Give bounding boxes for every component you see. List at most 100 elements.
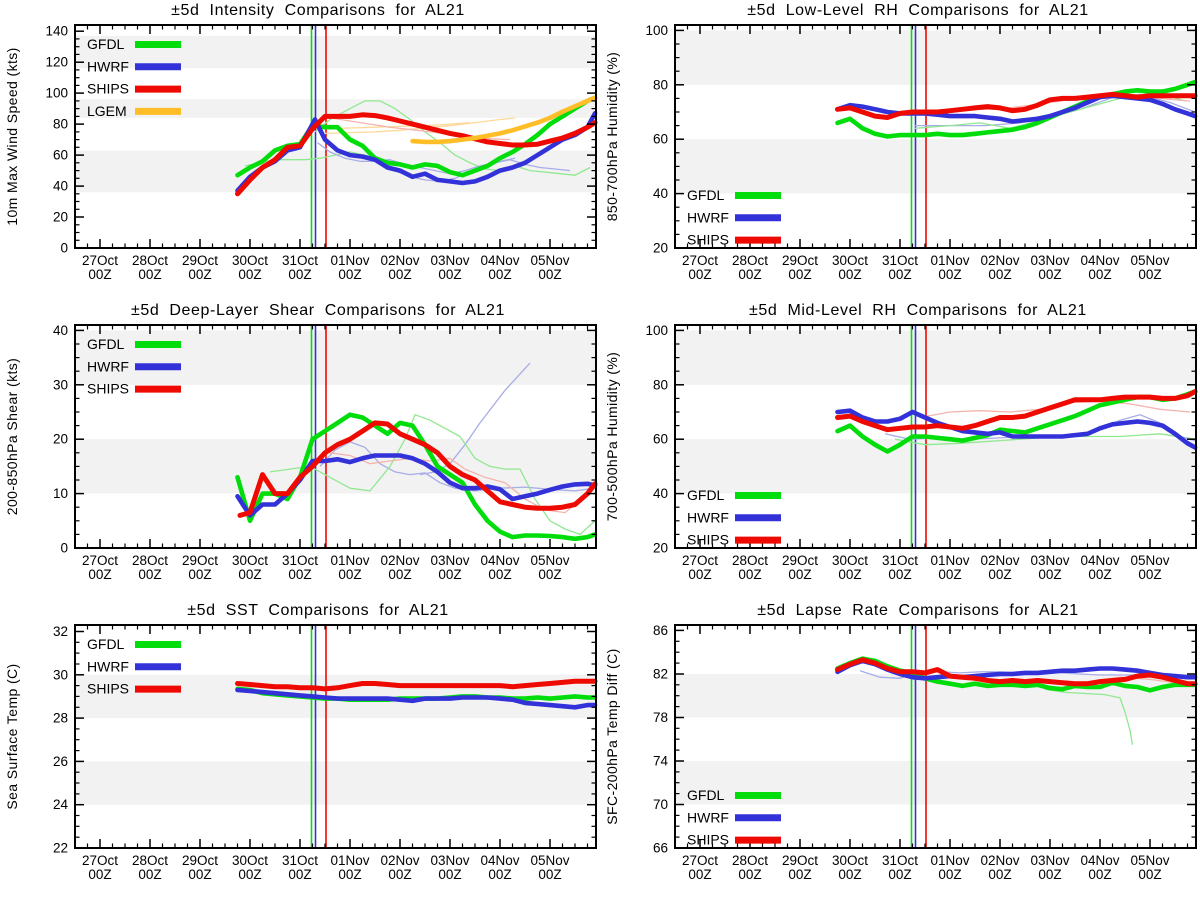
panel-mid-level-rh: 20 40 60 80 100 27Oct 00Z 28Oct 00Z 29Oct 00Z 30Oct… [600, 300, 1200, 600]
legend-label-ships: SHIPS [687, 832, 729, 848]
x-tick-label-hour: 00Z [188, 867, 211, 882]
x-tick-label-hour: 00Z [138, 567, 161, 582]
y-tick-label: 20 [653, 541, 668, 556]
legend-label-hwrf: HWRF [87, 58, 129, 74]
x-tick-label-date: 01Nov [330, 853, 369, 868]
x-tick-label-date: 04Nov [480, 853, 519, 868]
x-tick-label-hour: 00Z [938, 567, 961, 582]
y-tick-label: 60 [53, 148, 68, 163]
x-tick-label-date: 03Nov [430, 253, 469, 268]
x-tick-label-date: 30Oct [232, 853, 268, 868]
series-HWRF [835, 408, 1198, 450]
y-tick-label: 80 [653, 377, 668, 392]
x-tick-label-date: 05Nov [1130, 253, 1169, 268]
ghost-line [1044, 688, 1134, 745]
series-SHIPS [835, 389, 1198, 433]
y-tick-label: 10 [53, 486, 68, 501]
plot-frame [74, 624, 597, 849]
y-tick-label: 32 [53, 624, 68, 639]
y-tick-label: 20 [653, 241, 668, 256]
y-axis-title: 200-850hPa Shear (kts) [4, 358, 20, 515]
x-tick-label-hour: 00Z [1138, 567, 1161, 582]
x-tick-label-hour: 00Z [388, 267, 411, 282]
y-tick-label: 86 [653, 623, 668, 638]
y-axis-title: Sea Surface Temp (C) [4, 663, 20, 809]
x-tick-label-date: 04Nov [1080, 853, 1119, 868]
y-tick-label: 40 [653, 486, 668, 501]
ghost-line [269, 414, 596, 536]
x-tick-label-hour: 00Z [488, 867, 511, 882]
chart-lapse-rate: 66707478828627Oct00Z28Oct00Z29Oct00Z30Oc… [604, 602, 1198, 882]
y-tick-label: 74 [653, 754, 669, 769]
ghost-line [324, 121, 471, 130]
y-axis-title: 850-700hPa Humidity (%) [604, 52, 620, 222]
series-SHIPS [835, 657, 1198, 687]
plot-frame [674, 324, 1197, 549]
plot-frame [674, 624, 1197, 849]
x-tick-label-hour: 00Z [88, 267, 111, 282]
y-tick-label: 70 [653, 797, 668, 812]
y-tick-label: 100 [645, 23, 668, 38]
x-tick-label-date: 29Oct [182, 553, 218, 568]
x-tick-label-hour: 00Z [1038, 567, 1061, 582]
chart-mid-level-rh: 2040608010027Oct00Z28Oct00Z29Oct00Z30Oct… [604, 302, 1198, 582]
x-tick-label-date: 31Oct [282, 253, 318, 268]
ghost-line [329, 452, 596, 514]
x-tick-label-date: 01Nov [330, 553, 369, 568]
x-tick-label-hour: 00Z [688, 567, 711, 582]
x-tick-label-date: 03Nov [1030, 253, 1069, 268]
x-tick-label-date: 01Nov [930, 553, 969, 568]
x-tick-label-hour: 00Z [138, 867, 161, 882]
x-tick-label-date: 29Oct [782, 253, 818, 268]
x-tick-label-hour: 00Z [938, 267, 961, 282]
x-tick-label-date: 02Nov [380, 253, 419, 268]
x-tick-label-date: 27Oct [682, 253, 718, 268]
x-tick-label-date: 28Oct [732, 253, 768, 268]
legend-label-gfdl: GFDL [87, 336, 125, 352]
y-tick-label: 60 [653, 432, 668, 447]
series-SHIPS [235, 112, 598, 197]
x-tick-label-hour: 00Z [488, 267, 511, 282]
x-tick-label-hour: 00Z [1038, 267, 1061, 282]
x-tick-label-hour: 00Z [838, 867, 861, 882]
x-tick-label-date: 31Oct [282, 553, 318, 568]
y-tick-label: 66 [653, 841, 668, 856]
x-tick-label-hour: 00Z [1088, 867, 1111, 882]
x-tick-label-hour: 00Z [88, 567, 111, 582]
shaded-band [675, 139, 1196, 194]
series-LGEM [410, 95, 598, 145]
x-tick-label-date: 01Nov [330, 253, 369, 268]
legend-label-ships: SHIPS [687, 232, 729, 248]
y-tick-label: 40 [653, 186, 668, 201]
x-tick-label-date: 28Oct [132, 253, 168, 268]
x-tick-label-hour: 00Z [738, 567, 761, 582]
x-tick-label-hour: 00Z [238, 567, 261, 582]
y-axis-title: SFC-200hPa Temp Diff (C) [604, 648, 620, 824]
x-tick-label-hour: 00Z [138, 267, 161, 282]
x-tick-label-date: 03Nov [1030, 853, 1069, 868]
series-SHIPS [835, 91, 1198, 120]
x-tick-label-hour: 00Z [1138, 867, 1161, 882]
y-tick-label: 24 [53, 797, 69, 812]
chart-title: ±5d Intensity Comparisons for AL21 [171, 2, 465, 19]
shaded-band [75, 99, 596, 118]
panel-intensity: 0 20 40 60 80 100 120 140 27Oct 00Z 28Oct 00Z 29Oct 0… [0, 0, 600, 300]
y-tick-label: 26 [53, 754, 68, 769]
x-tick-label-hour: 00Z [988, 267, 1011, 282]
x-tick-label-date: 30Oct [832, 553, 868, 568]
x-tick-label-hour: 00Z [238, 267, 261, 282]
x-tick-label-hour: 00Z [288, 267, 311, 282]
x-tick-label-hour: 00Z [438, 267, 461, 282]
x-tick-label-date: 02Nov [980, 853, 1019, 868]
plot-frame [74, 324, 597, 549]
x-tick-label-hour: 00Z [738, 267, 761, 282]
y-tick-label: 80 [53, 117, 68, 132]
legend-label-gfdl: GFDL [687, 487, 725, 503]
x-tick-label-date: 28Oct [732, 553, 768, 568]
shaded-band [675, 439, 1196, 494]
x-tick-label-date: 02Nov [380, 553, 419, 568]
x-tick-label-date: 03Nov [1030, 553, 1069, 568]
y-tick-label: 28 [53, 711, 68, 726]
legend-label-ships: SHIPS [687, 532, 729, 548]
legend-label-lgem: LGEM [87, 103, 127, 119]
